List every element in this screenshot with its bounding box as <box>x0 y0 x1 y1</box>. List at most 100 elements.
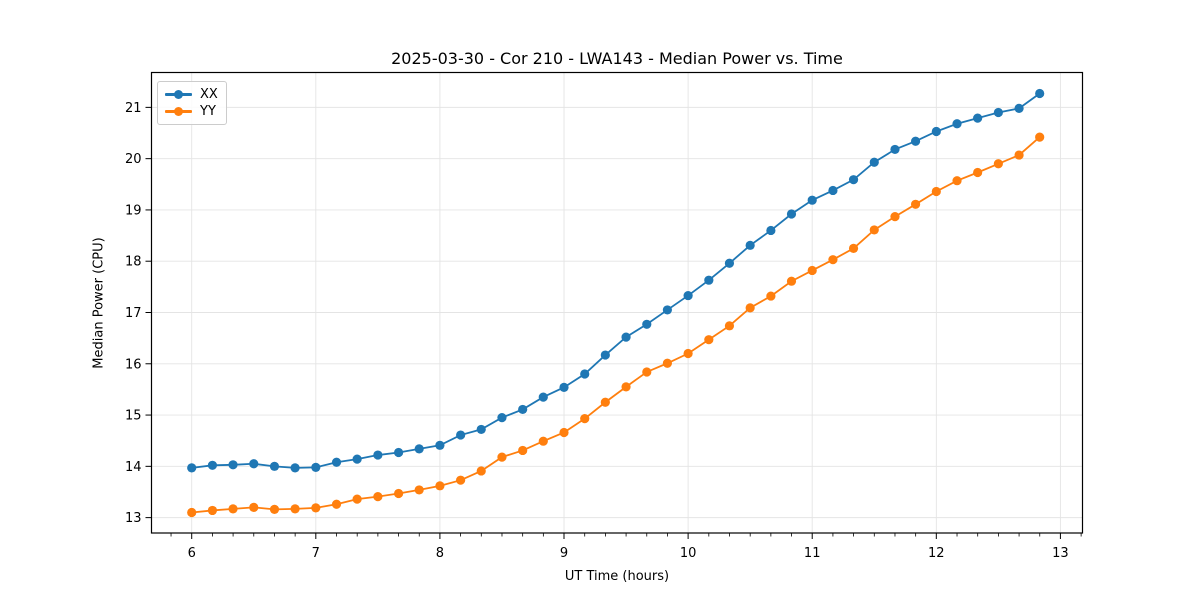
data-point <box>435 440 445 450</box>
y-tick-label: 21 <box>125 101 142 116</box>
data-point <box>352 454 362 464</box>
data-point <box>207 505 218 516</box>
data-point <box>848 243 859 253</box>
data-point <box>393 488 404 499</box>
data-point <box>931 126 941 137</box>
data-point <box>580 414 590 424</box>
data-point <box>683 348 693 359</box>
data-point <box>766 225 776 236</box>
data-point <box>456 430 466 440</box>
data-point <box>1014 150 1024 160</box>
data-point <box>724 258 735 268</box>
legend: XX YY <box>157 81 227 125</box>
data-point <box>269 504 280 515</box>
legend-label-yy: YY <box>200 104 216 119</box>
x-tick-label: 7 <box>312 546 320 561</box>
x-tick-label: 11 <box>804 546 821 561</box>
data-point <box>828 255 838 265</box>
data-point <box>848 175 859 185</box>
data-point <box>207 460 218 470</box>
data-point <box>331 457 342 467</box>
data-point <box>1035 88 1045 99</box>
data-point <box>290 463 300 473</box>
series-xx-line <box>191 92 1041 469</box>
y-tick-label: 19 <box>125 203 142 218</box>
data-point <box>807 195 817 205</box>
legend-item-xx: XX <box>165 86 218 103</box>
y-tick-label: 16 <box>125 357 142 372</box>
data-point <box>1035 132 1045 142</box>
y-tick-label: 14 <box>125 460 142 475</box>
data-point <box>766 291 776 301</box>
data-point <box>621 382 631 392</box>
data-point <box>807 265 817 276</box>
y-tick-label: 13 <box>125 511 142 526</box>
data-point <box>869 157 879 167</box>
data-point <box>724 321 735 331</box>
data-point <box>952 176 962 186</box>
data-point <box>869 225 879 235</box>
data-point <box>311 503 321 513</box>
data-point <box>497 413 507 423</box>
x-tick-label: 6 <box>188 546 196 561</box>
data-point <box>559 382 569 392</box>
data-point <box>538 392 548 402</box>
y-tick-label: 18 <box>125 255 142 270</box>
data-point <box>538 436 548 446</box>
data-point <box>414 485 424 495</box>
data-point <box>580 369 590 379</box>
data-point <box>249 459 259 469</box>
data-point <box>662 358 672 368</box>
data-point <box>662 305 672 315</box>
data-point <box>456 475 466 485</box>
data-point <box>910 136 921 146</box>
data-point <box>952 119 962 129</box>
data-point <box>993 107 1003 118</box>
data-point <box>600 397 610 407</box>
data-point <box>331 499 342 509</box>
axis-ticks <box>145 106 1082 539</box>
data-point <box>518 404 528 415</box>
data-point <box>497 452 507 462</box>
series-yy-line <box>191 136 1041 514</box>
x-axis-label: UT Time (hours) <box>564 569 670 584</box>
data-point <box>973 113 983 123</box>
data-point <box>393 447 404 458</box>
x-tick-label: 10 <box>680 546 697 561</box>
data-point <box>890 144 900 155</box>
data-point <box>745 303 755 313</box>
data-point <box>476 424 486 435</box>
y-tick-label: 20 <box>125 152 142 167</box>
data-point <box>993 159 1003 169</box>
data-point <box>973 167 983 178</box>
data-point <box>828 185 838 196</box>
data-point <box>249 502 259 512</box>
data-point <box>373 491 383 502</box>
data-point <box>642 367 652 377</box>
legend-label-xx: XX <box>200 87 218 102</box>
data-point <box>435 481 445 491</box>
data-point <box>600 350 610 360</box>
data-point <box>414 444 424 454</box>
data-point <box>187 463 197 473</box>
tick-labels: 6 7 8 9 10 11 12 13 13 14 15 16 17 18 19 20 21 <box>125 101 1069 561</box>
data-point <box>704 275 714 285</box>
legend-line-marker-xx-icon <box>165 90 192 99</box>
data-point <box>621 332 631 342</box>
gridlines <box>151 72 1083 533</box>
data-point <box>311 462 321 472</box>
data-point <box>1014 103 1024 113</box>
series-xx-points <box>187 88 1045 473</box>
chart-title: 2025-03-30 - Cor 210 - LWA143 - Median P… <box>391 49 843 68</box>
data-point <box>642 319 652 329</box>
data-point <box>373 450 383 460</box>
legend-item-yy: YY <box>165 103 218 120</box>
data-point <box>518 445 528 456</box>
data-point <box>910 199 921 209</box>
data-point <box>745 240 755 250</box>
data-point <box>683 290 693 301</box>
data-point <box>786 209 797 219</box>
legend-line-marker-yy-icon <box>165 107 192 116</box>
